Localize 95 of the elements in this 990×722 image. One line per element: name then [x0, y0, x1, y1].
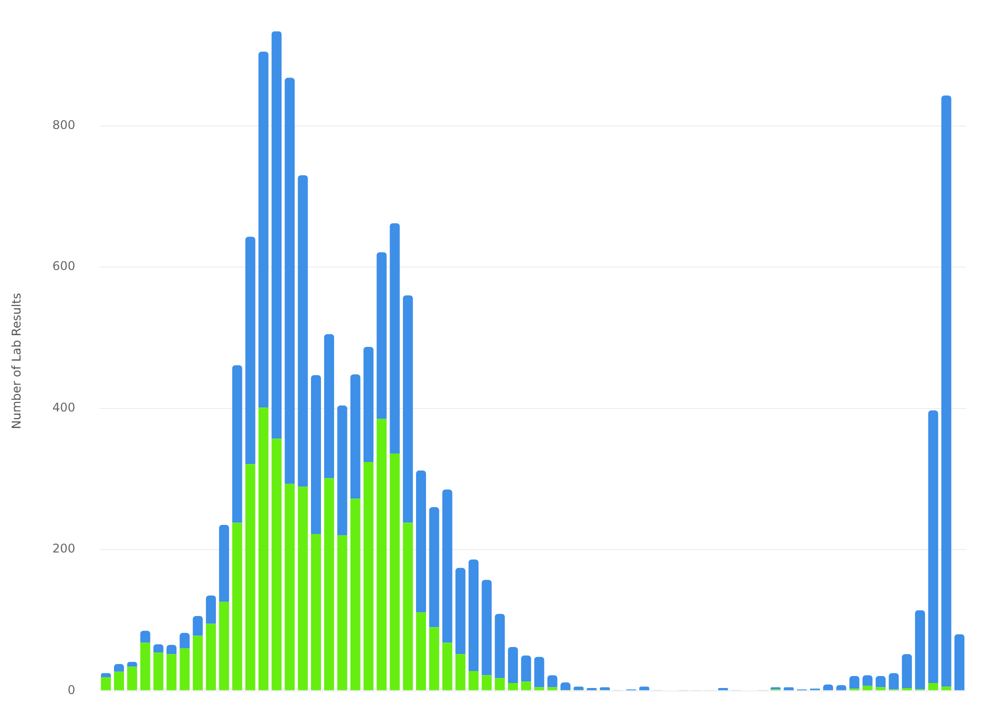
bar [941, 686, 952, 690]
bar [245, 236, 256, 464]
bar [915, 610, 926, 690]
bar [153, 652, 164, 690]
bar [902, 688, 912, 690]
bar [284, 484, 295, 690]
bar [521, 655, 532, 682]
y-tick-label: 200 [52, 542, 76, 556]
bar [639, 686, 650, 690]
bar [941, 95, 952, 687]
bar [876, 676, 886, 688]
bar [928, 683, 938, 690]
y-tick-label: 400 [52, 400, 76, 414]
bar [206, 624, 216, 690]
bar [416, 612, 426, 690]
bar [376, 418, 387, 690]
bar [206, 595, 216, 624]
bar [324, 478, 334, 690]
bar [298, 486, 308, 690]
bar [166, 654, 177, 690]
bar [402, 295, 413, 523]
bar [272, 31, 282, 439]
bar [337, 405, 348, 536]
bar [272, 438, 282, 690]
bar [350, 498, 360, 690]
bar [954, 634, 964, 690]
bar [284, 78, 295, 484]
bar [258, 408, 268, 690]
bar [114, 664, 124, 672]
bar [429, 507, 440, 628]
bar [192, 616, 203, 636]
bar [232, 365, 242, 523]
y-axis-title: Number of Lab Results [9, 292, 24, 430]
bar [324, 334, 334, 478]
bar [192, 636, 203, 690]
bar [245, 464, 256, 690]
bar [376, 252, 387, 419]
bar [586, 688, 597, 690]
bar [350, 374, 360, 499]
bar [219, 524, 230, 602]
bar [310, 534, 321, 690]
bar [888, 673, 899, 690]
bar [232, 522, 242, 690]
bar [364, 462, 374, 690]
bar [298, 175, 308, 487]
bar [114, 672, 124, 690]
y-tick-label: 600 [52, 259, 76, 274]
bar [547, 687, 558, 690]
bar [337, 535, 348, 690]
bar [876, 687, 886, 690]
bar [455, 654, 466, 690]
bar [455, 568, 466, 654]
bar [508, 683, 518, 690]
bar [849, 676, 860, 689]
bar [153, 644, 164, 653]
bar [258, 52, 268, 408]
bar [494, 678, 505, 690]
bar [784, 687, 794, 690]
bar [862, 686, 872, 690]
bar [219, 602, 230, 690]
bar [402, 522, 413, 690]
bar [468, 671, 479, 690]
bar [718, 688, 728, 690]
bar [928, 410, 938, 684]
bar [534, 656, 544, 688]
bar [442, 490, 452, 643]
bar [364, 346, 374, 462]
bar [482, 580, 492, 676]
y-tick-label: 800 [52, 118, 76, 132]
bar [482, 675, 492, 690]
bar [468, 559, 479, 672]
bar [862, 675, 872, 686]
bar [494, 614, 505, 678]
bar [560, 682, 570, 690]
bar [100, 677, 111, 690]
bar [429, 627, 440, 690]
bar [390, 223, 400, 454]
bar [521, 682, 532, 690]
bar [508, 647, 518, 684]
bar [127, 666, 138, 690]
bar [547, 675, 558, 688]
bar [534, 687, 544, 690]
bar [140, 630, 150, 643]
bar [166, 644, 177, 654]
bar [140, 642, 150, 690]
bar [600, 687, 610, 690]
bar [902, 654, 912, 688]
bar [442, 642, 452, 690]
bar [416, 470, 426, 612]
bar [180, 632, 190, 648]
bar [310, 375, 321, 534]
bar [180, 648, 190, 690]
y-tick-label: 0 [68, 682, 76, 697]
bar [390, 454, 400, 690]
bar [574, 686, 584, 690]
